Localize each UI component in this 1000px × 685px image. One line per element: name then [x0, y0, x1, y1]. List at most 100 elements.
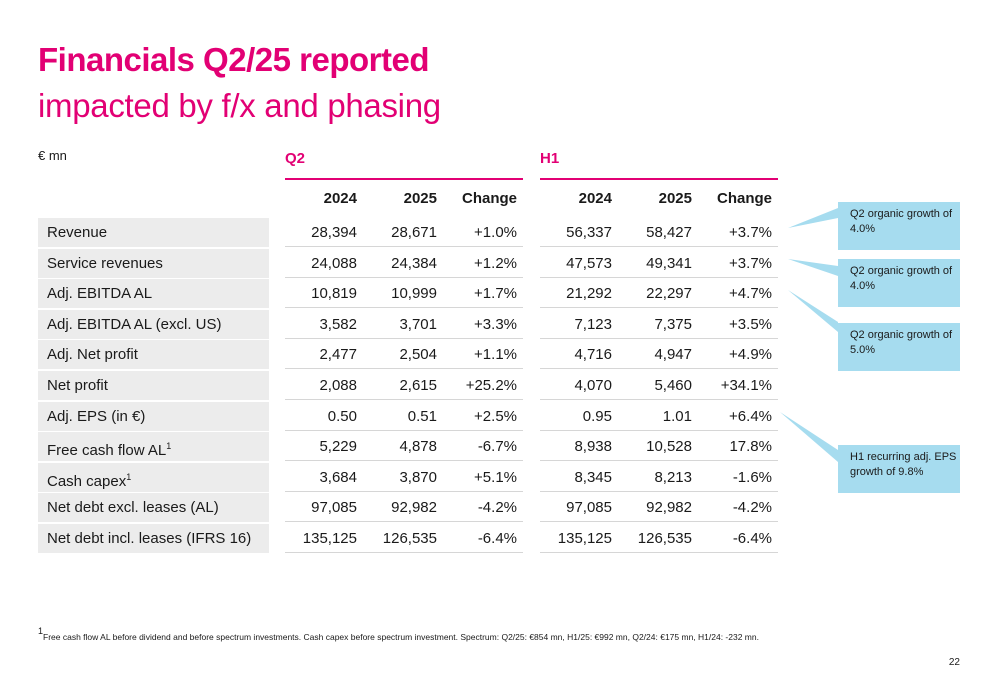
period-header-q2: Q2 — [285, 150, 523, 180]
row-label-text: Free cash flow AL — [47, 442, 167, 460]
table-row-h1: 56,337 58,427 +3.7% — [540, 218, 778, 247]
value-2024-h1: 135,125 — [557, 530, 612, 547]
row-label: Net debt excl. leases (AL) — [38, 493, 269, 523]
table-row-q2: 3,582 3,701 +3.3% — [285, 310, 523, 339]
table-row-q2: 2,088 2,615 +25.2% — [285, 371, 523, 400]
table-row-q2: 5,229 4,878 -6.7% — [285, 432, 523, 462]
value-change-h1: +34.1% — [720, 377, 772, 394]
column-header-2024-q2: 2024 — [323, 190, 357, 207]
row-label-text: Net debt incl. leases (IFRS 16) — [47, 530, 252, 547]
callout-pointer-revenue — [788, 208, 838, 228]
row-label-text: Adj. EBITDA AL (excl. US) — [47, 315, 222, 333]
footnote-marker: 1 — [38, 626, 44, 636]
value-2024-q2: 97,085 — [311, 499, 357, 517]
value-2025-q2: 126,535 — [382, 530, 437, 547]
table-row-q2: 28,394 28,671 +1.0% — [285, 218, 523, 247]
value-2025-h1: 22,297 — [646, 285, 692, 303]
table-row-h1: 47,573 49,341 +3.7% — [540, 249, 778, 278]
row-label: Adj. EPS (in €) — [38, 401, 269, 431]
table-row-h1: 7,123 7,375 +3.5% — [540, 310, 778, 339]
value-2024-q2: 24,088 — [311, 254, 357, 272]
value-2025-h1: 49,341 — [646, 254, 692, 272]
table-row-h1: 4,070 5,460 +34.1% — [540, 371, 778, 400]
value-change-h1: -1.6% — [732, 468, 772, 486]
page-subtitle: impacted by f/x and phasing — [38, 87, 441, 124]
footnote-marker: 1 — [126, 471, 132, 482]
value-2024-h1: 4,070 — [574, 377, 612, 394]
value-change-h1: +3.5% — [729, 315, 772, 333]
row-label: Free cash flow AL1 — [38, 432, 269, 462]
column-header-2024-h1: 2024 — [578, 190, 612, 207]
period-header-h1: H1 — [540, 150, 778, 180]
value-change-h1: +3.7% — [729, 254, 772, 272]
row-label-text: Net debt excl. leases (AL) — [47, 499, 219, 517]
value-change-q2: +5.1% — [474, 468, 517, 486]
value-change-q2: +1.7% — [474, 285, 517, 303]
value-2025-q2: 10,999 — [391, 285, 437, 303]
table-row-q2: 97,085 92,982 -4.2% — [285, 493, 523, 523]
value-change-q2: +1.0% — [474, 224, 517, 241]
callout-revenue: Q2 organic growth of 4.0% — [838, 202, 960, 250]
row-label-text: Adj. Net profit — [47, 346, 138, 364]
value-2024-q2: 3,582 — [319, 315, 357, 333]
value-2024-h1: 47,573 — [566, 254, 612, 272]
callout-pointer-adj-ebitda — [788, 290, 838, 332]
value-change-q2: -6.7% — [477, 438, 517, 456]
table-row-q2: 24,088 24,384 +1.2% — [285, 249, 523, 278]
table-row-h1: 97,085 92,982 -4.2% — [540, 493, 778, 523]
row-label-text: Revenue — [47, 224, 108, 241]
value-change-q2: +1.1% — [474, 346, 517, 364]
value-2025-h1: 58,427 — [646, 224, 692, 241]
value-change-q2: -6.4% — [477, 530, 517, 547]
callout-adj-ebitda: Q2 organic growth of 5.0% — [838, 323, 960, 371]
value-2024-q2: 10,819 — [311, 285, 357, 303]
value-change-q2: -4.2% — [477, 499, 517, 517]
column-header-2025-q2: 2025 — [403, 190, 437, 207]
value-2025-q2: 92,982 — [391, 499, 437, 517]
row-label-text: Net profit — [47, 377, 108, 394]
callout-service-revenues: Q2 organic growth of 4.0% — [838, 259, 960, 307]
row-label: Service revenues — [38, 248, 269, 278]
value-2025-h1: 126,535 — [637, 530, 692, 547]
table-row-q2: 0.50 0.51 +2.5% — [285, 402, 523, 431]
value-change-h1: 17.8% — [729, 438, 772, 456]
value-change-q2: +25.2% — [465, 377, 517, 394]
value-change-q2: +3.3% — [474, 315, 517, 333]
row-label: Adj. EBITDA AL — [38, 279, 269, 309]
value-change-h1: +6.4% — [729, 407, 772, 425]
column-header-change-h1: Change — [716, 190, 772, 207]
value-2025-h1: 92,982 — [646, 499, 692, 517]
value-2024-h1: 4,716 — [574, 346, 612, 364]
value-2024-q2: 135,125 — [302, 530, 357, 547]
value-change-h1: +4.9% — [729, 346, 772, 364]
value-2024-q2: 0.50 — [327, 407, 357, 425]
value-2025-q2: 3,870 — [399, 468, 437, 486]
value-2024-h1: 8,345 — [574, 468, 612, 486]
value-change-q2: +2.5% — [474, 407, 517, 425]
page-title: Financials Q2/25 reported — [38, 41, 429, 78]
table-row-h1: 8,345 8,213 -1.6% — [540, 463, 778, 492]
value-change-h1: +3.7% — [729, 224, 772, 241]
row-label: Adj. Net profit — [38, 340, 269, 370]
table-row-h1: 4,716 4,947 +4.9% — [540, 340, 778, 370]
row-label: Cash capex1 — [38, 462, 269, 492]
value-2025-h1: 10,528 — [646, 438, 692, 456]
row-label-text: Adj. EPS (in €) — [47, 407, 146, 425]
table-row-q2: 135,125 126,535 -6.4% — [285, 524, 523, 553]
value-2025-h1: 4,947 — [654, 346, 692, 364]
value-2024-h1: 56,337 — [566, 224, 612, 241]
value-2025-q2: 28,671 — [391, 224, 437, 241]
value-2025-h1: 8,213 — [654, 468, 692, 486]
value-2025-q2: 4,878 — [399, 438, 437, 456]
row-label-text: Cash capex — [47, 472, 127, 490]
value-2025-q2: 2,504 — [399, 346, 437, 364]
footnote: 1Free cash flow AL before dividend and b… — [38, 626, 759, 642]
row-label: Net debt incl. leases (IFRS 16) — [38, 524, 269, 553]
value-2024-q2: 3,684 — [319, 468, 357, 486]
value-change-h1: +4.7% — [729, 285, 772, 303]
page-number: 22 — [948, 657, 960, 668]
value-2024-h1: 8,938 — [574, 438, 612, 456]
table-row-h1: 8,938 10,528 17.8% — [540, 432, 778, 462]
value-2024-h1: 21,292 — [566, 285, 612, 303]
footnote-marker: 1 — [166, 441, 172, 452]
